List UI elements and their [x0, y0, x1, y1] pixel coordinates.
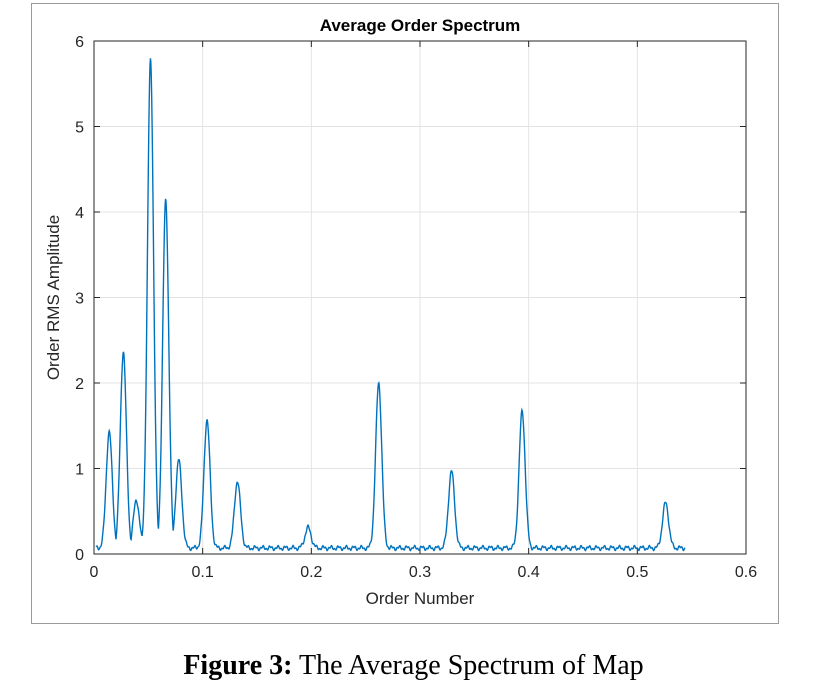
- x-tick-label: 0.3: [409, 564, 431, 581]
- x-tick-label: 0.4: [518, 564, 540, 581]
- figure-caption-label: Figure 3:: [183, 650, 293, 681]
- y-tick-label: 5: [75, 120, 84, 137]
- y-tick-label: 0: [75, 547, 84, 564]
- x-tick-label: 0.1: [192, 564, 214, 581]
- x-tick-label: 0.5: [626, 564, 648, 581]
- y-tick-label: 4: [75, 205, 84, 222]
- chart-title: Average Order Spectrum: [320, 16, 521, 35]
- chart: 0 0.1 0.2 0.3 0.4 0.5 0.6 0 1 2 3 4 5 6 Average Order…: [44, 16, 757, 608]
- x-tick-label: 0.2: [300, 564, 322, 581]
- axis-ticks: 0 0.1 0.2 0.3 0.4 0.5 0.6 0 1 2 3 4 5 6: [75, 34, 757, 581]
- series-line: [95, 58, 686, 552]
- y-tick-label: 1: [75, 462, 84, 479]
- y-tick-label: 3: [75, 291, 84, 308]
- x-tick-label: 0: [90, 564, 99, 581]
- figure-caption-text: The Average Spectrum of Map: [292, 650, 644, 681]
- y-axis-label: Order RMS Amplitude: [44, 215, 63, 380]
- x-axis-label: Order Number: [366, 589, 475, 608]
- figure-caption: Figure 3: The Average Spectrum of Map: [0, 650, 827, 682]
- grid-lines: [93, 40, 747, 555]
- figure-frame: 0 0.1 0.2 0.3 0.4 0.5 0.6 0 1 2 3 4 5 6 Average Order…: [31, 3, 779, 624]
- x-tick-label: 0.6: [735, 564, 757, 581]
- y-tick-label: 2: [75, 376, 84, 393]
- y-tick-label: 6: [75, 34, 84, 51]
